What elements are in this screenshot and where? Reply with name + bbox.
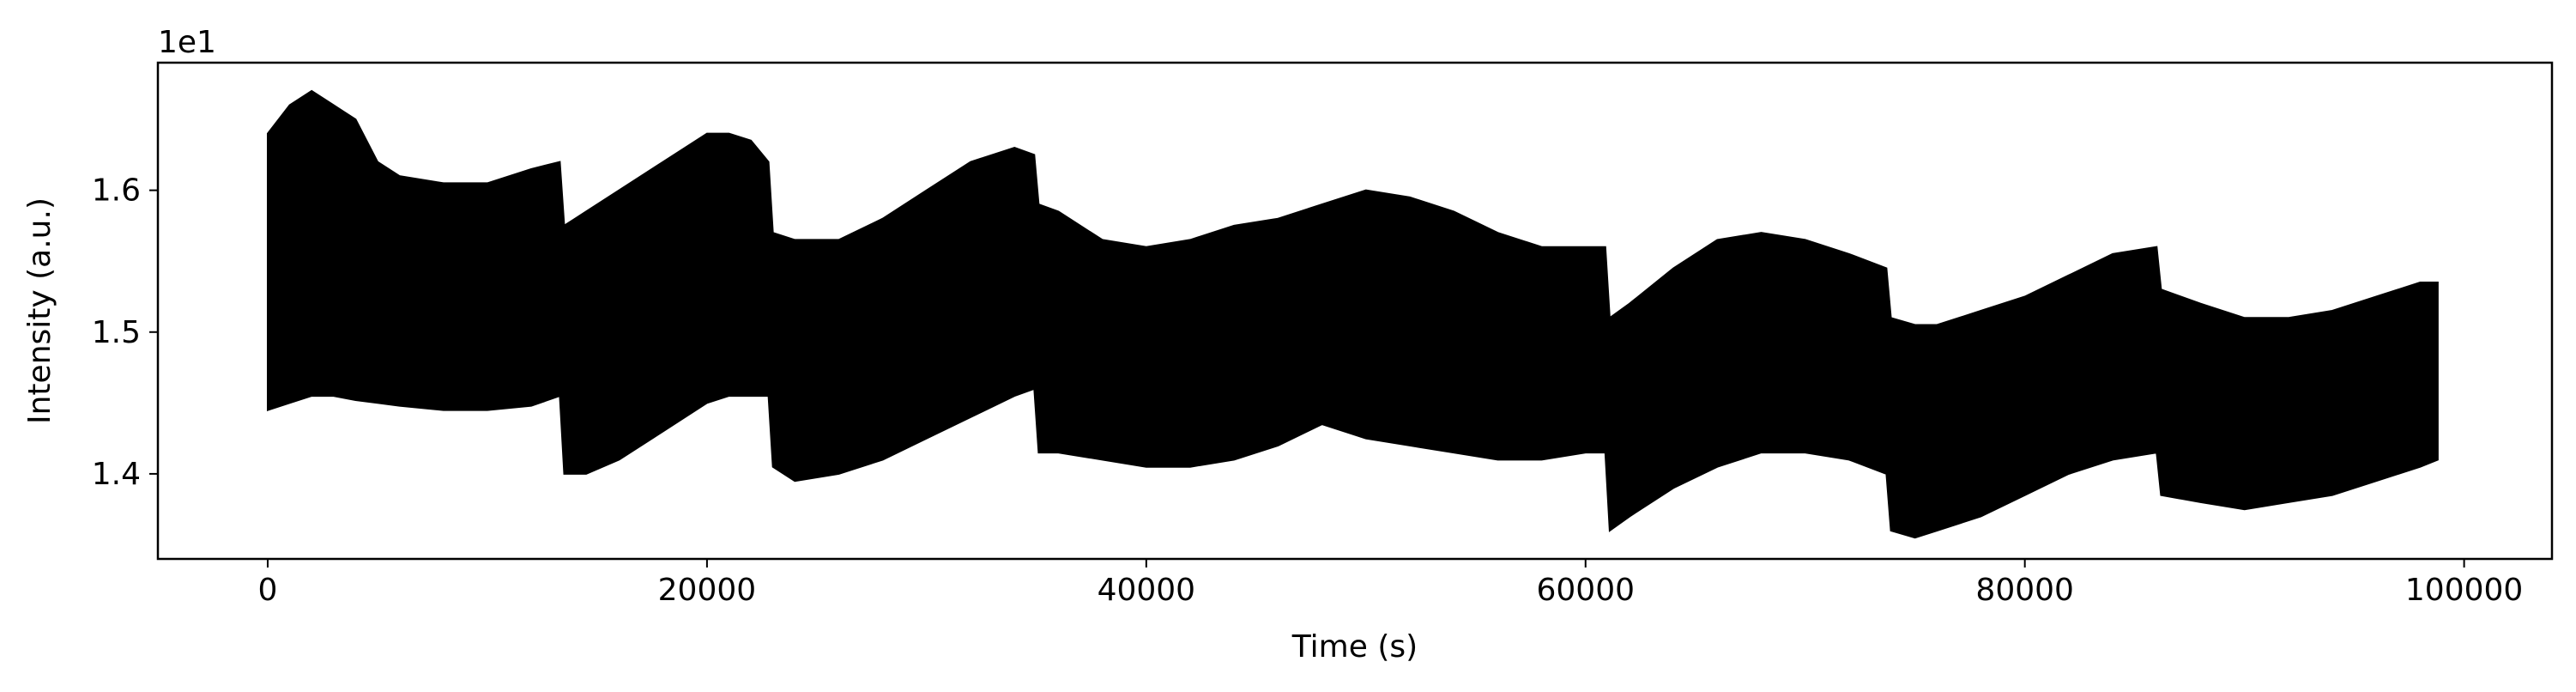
x-axis-label: Time (s): [1291, 629, 1418, 665]
plot-frame: [156, 61, 2554, 561]
y-axis-ticks: 1.4 1.5 1.6: [92, 173, 158, 492]
y-axis-label: Intensity (a.u.): [22, 197, 57, 424]
plot-area: [267, 89, 2439, 539]
y-tick-label: 1.4: [92, 457, 141, 492]
y-axis-offset-label: 1e1: [158, 25, 216, 60]
y-tick-label: 1.6: [92, 173, 141, 209]
y-tick-label: 1.5: [92, 315, 141, 350]
x-tick-label: 60000: [1536, 573, 1635, 608]
x-tick-label: 0: [258, 573, 278, 608]
signal-envelope-0: [267, 89, 2439, 539]
x-axis-ticks: 0 20000 40000 60000 80000 100000: [258, 559, 2523, 608]
x-tick-label: 40000: [1098, 573, 1196, 608]
x-tick-label: 100000: [2405, 573, 2523, 608]
x-tick-label: 20000: [658, 573, 757, 608]
x-tick-label: 80000: [1975, 573, 2074, 608]
